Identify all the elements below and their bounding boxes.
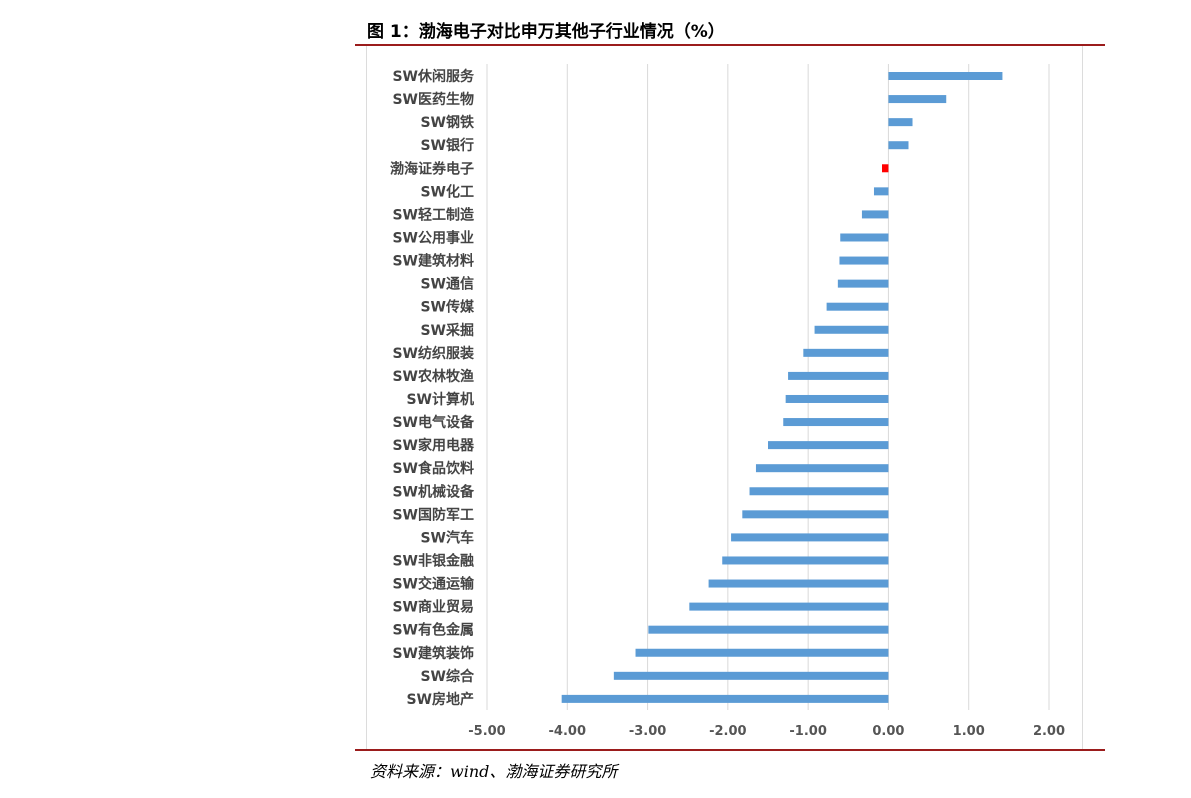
bar bbox=[882, 164, 889, 173]
category-label: SW医药生物 bbox=[392, 91, 474, 108]
bar bbox=[755, 464, 889, 473]
x-tick-label: -4.00 bbox=[549, 724, 586, 739]
bars bbox=[561, 72, 1003, 703]
category-label: SW建筑材料 bbox=[392, 253, 474, 270]
category-label: SW食品饮料 bbox=[392, 460, 474, 477]
x-tick-label: -2.00 bbox=[709, 724, 746, 739]
bar bbox=[888, 118, 913, 127]
category-label: 渤海证券电子 bbox=[390, 160, 474, 177]
category-label: SW电气设备 bbox=[392, 414, 475, 431]
bar bbox=[785, 394, 889, 403]
bar bbox=[803, 348, 889, 357]
bar bbox=[722, 556, 889, 565]
category-label: SW家用电器 bbox=[392, 437, 475, 454]
x-tick-label: -5.00 bbox=[468, 724, 505, 739]
category-label: SW商业贸易 bbox=[392, 599, 474, 616]
category-label: SW房地产 bbox=[406, 691, 474, 708]
category-label: SW农林牧渔 bbox=[392, 368, 474, 385]
bar bbox=[837, 279, 889, 288]
category-label: SW交通运输 bbox=[392, 576, 475, 593]
bar bbox=[788, 371, 889, 380]
bar bbox=[708, 579, 889, 588]
category-label: SW钢铁 bbox=[420, 114, 474, 131]
category-label: SW采掘 bbox=[420, 322, 474, 339]
category-label: SW休闲服务 bbox=[392, 68, 475, 85]
source-rule bbox=[355, 749, 1105, 751]
bar bbox=[861, 210, 889, 219]
bar bbox=[731, 533, 889, 542]
bar bbox=[826, 302, 889, 311]
bar bbox=[613, 671, 889, 680]
category-label: SW化工 bbox=[420, 183, 474, 200]
x-tick-label: -3.00 bbox=[629, 724, 666, 739]
category-label: SW传媒 bbox=[420, 299, 475, 316]
category-label: SW通信 bbox=[420, 276, 474, 293]
bar bbox=[768, 441, 889, 450]
bar bbox=[873, 187, 889, 196]
bar bbox=[839, 256, 889, 265]
bar bbox=[749, 487, 889, 496]
bar bbox=[689, 602, 889, 611]
category-label: SW公用事业 bbox=[392, 229, 474, 246]
plot-frame bbox=[366, 46, 1083, 749]
x-axis-ticks: -5.00 -4.00 -3.00 -2.00 -1.00 0.00 1.00 2.00 bbox=[468, 724, 1065, 739]
source-note: 资料来源：wind、渤海证券研究所 bbox=[370, 762, 618, 781]
category-label: SW非银金融 bbox=[392, 552, 474, 569]
bar bbox=[648, 625, 889, 634]
x-tick-label: 0.00 bbox=[872, 724, 904, 739]
x-tick-label: -1.00 bbox=[789, 724, 826, 739]
bar bbox=[840, 233, 889, 242]
bar bbox=[888, 141, 909, 150]
category-label: SW银行 bbox=[420, 137, 474, 154]
category-label: SW国防军工 bbox=[392, 506, 474, 523]
category-label: SW纺织服装 bbox=[392, 345, 475, 362]
x-tick-label: 2.00 bbox=[1033, 724, 1065, 739]
category-label: SW汽车 bbox=[420, 529, 474, 546]
bar bbox=[561, 694, 889, 703]
gridlines bbox=[486, 64, 1050, 710]
figure-title: 图 1：渤海电子对比申万其他子行业情况（%） bbox=[367, 22, 725, 42]
bar bbox=[814, 325, 889, 334]
bar bbox=[783, 418, 889, 427]
bar bbox=[888, 72, 1003, 80]
bar bbox=[635, 648, 889, 657]
category-label: SW计算机 bbox=[406, 391, 474, 408]
category-label: SW机械设备 bbox=[392, 483, 475, 500]
title-rule bbox=[355, 44, 1105, 46]
bar bbox=[742, 510, 889, 519]
bar bbox=[888, 95, 947, 104]
category-label: SW轻工制造 bbox=[392, 206, 474, 223]
category-label: SW有色金属 bbox=[392, 622, 474, 639]
category-label: SW综合 bbox=[420, 668, 475, 685]
category-label: SW建筑装饰 bbox=[392, 645, 474, 662]
x-tick-label: 1.00 bbox=[953, 724, 985, 739]
